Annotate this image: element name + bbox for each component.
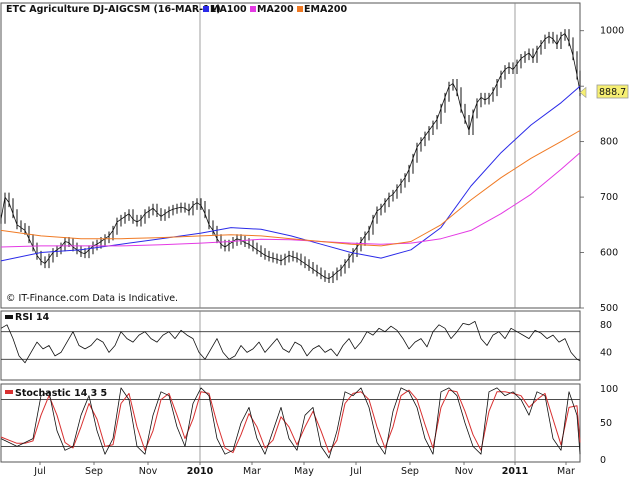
y-tick-label-800: 800 <box>600 137 618 148</box>
year-markers <box>199 3 516 462</box>
panel-frame-0 <box>0 2 581 309</box>
x-tick-label-Jul: Jul <box>349 466 361 477</box>
legend-swatch-ema200 <box>297 6 303 12</box>
x-tick-label-2011: 2011 <box>502 466 528 477</box>
legend-label-ema200: EMA200 <box>304 4 348 15</box>
legend-label-ma200: MA200 <box>257 4 294 15</box>
legend-swatch-ma100 <box>203 6 209 12</box>
stoch-y-tick-label-100: 100 <box>600 384 618 395</box>
rsi-swatch <box>5 315 13 319</box>
x-tick-label-Mar: Mar <box>557 466 575 477</box>
x-tick-label-2010: 2010 <box>187 466 214 477</box>
price-line <box>0 33 581 280</box>
series-ma100 <box>0 85 581 262</box>
x-tick-label-May: May <box>294 466 314 477</box>
panel-frames <box>0 2 581 463</box>
last-value-label: 888.7 <box>599 87 626 98</box>
legend-swatch-ma200 <box>250 6 256 12</box>
y-tick-label-600: 600 <box>600 248 618 259</box>
x-tick-label-Mar: Mar <box>243 466 261 477</box>
x-tick-label-Jul: Jul <box>33 466 45 477</box>
stochastic-title: Stochastic 14 3 5 <box>15 388 107 399</box>
x-tick-label-Nov: Nov <box>455 466 474 477</box>
rsi-title: RSI 14 <box>15 312 50 323</box>
last-value-box <box>596 84 629 99</box>
last-value-pointer <box>579 86 587 99</box>
x-tick-label-Nov: Nov <box>139 466 158 477</box>
y-tick-label-700: 700 <box>600 192 618 203</box>
x-tick-label-Sep: Sep <box>85 466 103 477</box>
rsi-y-tick-label-40: 40 <box>600 347 612 358</box>
series-layer <box>0 29 581 459</box>
panel-frame-2 <box>0 383 581 463</box>
x-axis-labels: Jul Sep Nov 2010 Mar May Jul Sep Nov 2011 Mar <box>33 462 575 477</box>
legend-label-ma100: MA100 <box>210 4 247 15</box>
y-tick-label-1000: 1000 <box>600 26 624 37</box>
price-chart-title: ETC Agriculture DJ-AIGCSM (16-MAR-11) <box>6 4 221 15</box>
y-tick-label-500: 500 <box>600 303 618 314</box>
x-tick-label-Sep: Sep <box>401 466 419 477</box>
panel-frame-1 <box>0 310 581 381</box>
series-rsi <box>0 320 581 364</box>
price-legend: ETC Agriculture DJ-AIGCSM (16-MAR-11) MA… <box>6 4 348 15</box>
reference-lines <box>1 331 580 447</box>
series-ema200 <box>0 130 581 247</box>
stoch-y-tick-label-0: 0 <box>600 455 606 466</box>
series-stoch-k <box>0 387 581 459</box>
series-stoch-d <box>0 389 581 454</box>
last-value-badge: 888.7 <box>596 84 629 99</box>
stoch-y-tick-label-50: 50 <box>600 418 612 429</box>
data-watermark: © IT-Finance.com Data is Indicative. <box>6 293 178 304</box>
rsi-y-tick-label-80: 80 <box>600 320 612 331</box>
stochastic-swatch <box>5 390 13 394</box>
